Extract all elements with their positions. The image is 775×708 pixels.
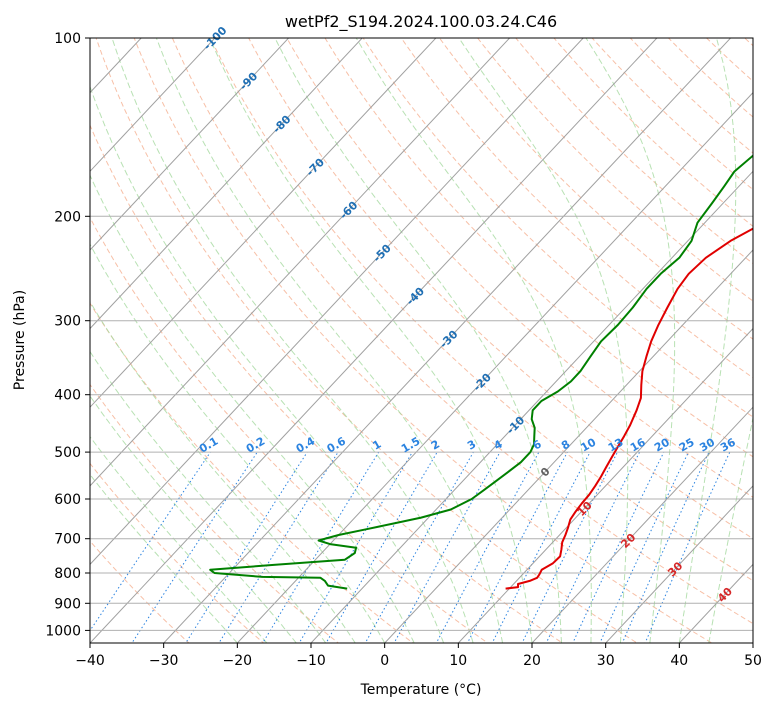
y-tick-label: 400 [54,388,81,404]
x-tick-label: −40 [75,653,105,669]
isotherm-line [163,38,732,643]
isotherm-line [457,327,753,643]
moist-adiabat [90,243,386,643]
mixing-ratio-line [393,451,501,643]
mixing-ratio-line [521,451,618,643]
mixing-ratio-line [364,451,474,643]
y-tick-label: 1000 [45,623,81,639]
x-tick-label: 0 [380,653,389,669]
dry-adiabat [438,38,753,340]
background-lines [90,38,753,643]
isotherm-line [90,38,363,330]
dry-adiabat [90,383,340,643]
y-tick-label: 300 [54,314,81,330]
moist-adiabat [155,38,503,643]
isotherm-line [384,249,753,643]
isotherm-line [531,406,753,643]
dry-adiabat [171,38,753,625]
isotherm-line [90,38,216,173]
mixing-ratio-line [185,451,308,643]
x-tick-label: 10 [449,653,467,669]
isotherm-line [90,38,658,643]
x-tick-label: −10 [296,653,326,669]
moist-adiabat [678,38,737,643]
dry-adiabat [95,38,639,643]
mixing-ratio-line [599,451,689,643]
y-tick-label: 900 [54,596,81,612]
x-tick-label: 50 [744,653,762,669]
isotherm-line [90,38,290,251]
y-tick-label: 800 [54,566,81,582]
moist-adiabat [708,415,753,643]
mixing-ratio-line [621,451,710,643]
y-tick-label: 600 [54,492,81,508]
y-tick-label: 700 [54,532,81,548]
isotherm-line [310,170,753,643]
x-tick-label: 30 [597,653,615,669]
x-tick-label: −20 [223,653,253,669]
dry-adiabat [210,38,753,582]
mixing-ratio-line [131,451,258,643]
x-axis-label: Temperature (°C) [360,682,482,698]
y-axis-label: Pressure (hPa) [12,290,28,390]
mixing-ratio-line [545,451,641,643]
x-tick-label: 20 [523,653,541,669]
pressure-gridlines [90,38,753,631]
moist-adiabat [111,38,474,643]
moist-adiabat [90,435,268,643]
moist-adiabat [90,300,356,643]
moist-adiabat [355,38,592,643]
moist-adiabat [585,38,676,643]
dry-adiabat [515,38,753,265]
mixing-ratio-line [298,451,413,643]
chart-title: wetPf2_S194.2024.100.03.24.C46 [285,12,557,32]
mixing-ratio-line [90,451,211,632]
plot-frame [89,37,754,644]
x-tick-label: −30 [149,653,179,669]
isotherm-line [90,38,437,408]
mixing-ratio-line [644,451,731,643]
moist-adiabat [90,85,445,643]
moist-adiabat [458,38,629,643]
series-layer [209,154,753,590]
moist-adiabat [209,38,533,643]
mixing-ratio-line [572,451,665,643]
isotherm-line [90,38,584,566]
dry-adiabat [629,38,753,154]
mixing-ratio-line [325,451,438,643]
isotherm-line [605,485,753,643]
profile-line [505,227,753,590]
dry-adiabat [324,38,753,458]
y-tick-label: 500 [54,445,81,461]
moist-adiabat [90,395,297,643]
dry-adiabat [477,38,753,302]
dry-adiabat [248,38,753,540]
isotherm-line [236,91,753,643]
moist-adiabat [90,174,415,643]
axis-ticks: −40 −30 −20 −10 0 10 20 30 40 50 100 200 300 400 500 60… [45,31,762,669]
profile-line [209,154,753,590]
moist-adiabat [90,350,327,643]
dry-adiabat [400,38,753,379]
dry-adiabat [591,38,753,191]
plot-background [90,38,753,643]
x-tick-label: 40 [670,653,688,669]
dry-adiabat [133,38,713,643]
isotherm-line [90,38,511,487]
y-tick-label: 100 [54,31,81,47]
dry-adiabat [286,38,753,498]
dry-adiabat [362,38,753,418]
dry-adiabat [90,123,564,643]
moist-adiabat [274,38,562,643]
moist-adiabat [90,473,238,643]
dry-adiabat [90,216,489,643]
y-tick-label: 200 [54,209,81,225]
